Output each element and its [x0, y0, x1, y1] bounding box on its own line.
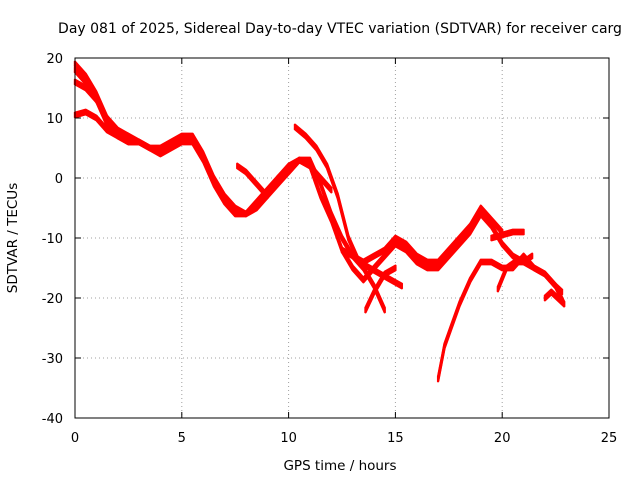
- y-tick-label: 20: [46, 52, 63, 67]
- axis-ticks: [74, 57, 610, 419]
- series-line: [364, 269, 397, 314]
- series-track-12: [543, 288, 566, 308]
- series-line: [236, 160, 333, 200]
- y-tick-label: -20: [42, 292, 63, 307]
- series-line: [436, 257, 566, 383]
- chart-title: Day 081 of 2025, Sidereal Day-to-day VTE…: [58, 21, 622, 37]
- y-axis-title: SDTVAR / TECUs: [5, 183, 21, 293]
- x-tick-label: 15: [387, 431, 404, 446]
- series-line: [73, 82, 141, 146]
- x-tick-label: 5: [178, 431, 186, 446]
- y-tick-labels: 20 10 0 -10 -20 -30 -40: [42, 52, 63, 427]
- series-track-11: [490, 228, 525, 242]
- series-line: [490, 232, 525, 242]
- x-tick-label: 0: [71, 431, 79, 446]
- grid: [75, 58, 609, 418]
- series-line: [543, 293, 566, 308]
- x-tick-label: 20: [494, 431, 511, 446]
- y-tick-label: 0: [55, 172, 63, 187]
- series-track-6: [340, 246, 386, 314]
- x-tick-labels: 0 5 10 15 20 25: [71, 431, 617, 446]
- series-track-3: [73, 108, 119, 140]
- x-tick-label: 10: [280, 431, 297, 446]
- series-group: [73, 60, 566, 383]
- y-tick-label: -40: [42, 412, 63, 427]
- series-track-8: [436, 252, 566, 383]
- series-line: [73, 112, 119, 140]
- series-track-7: [364, 264, 397, 314]
- y-tick-label: 10: [46, 112, 63, 127]
- x-axis-title: GPS time / hours: [283, 458, 396, 474]
- x-tick-label: 25: [601, 431, 618, 446]
- y-tick-label: -30: [42, 352, 63, 367]
- series-line: [496, 257, 534, 293]
- series-track-9: [236, 156, 333, 200]
- series-track-10: [496, 252, 534, 293]
- series-track-4: [73, 78, 141, 146]
- y-tick-label: -10: [42, 232, 63, 247]
- series-line: [340, 250, 386, 314]
